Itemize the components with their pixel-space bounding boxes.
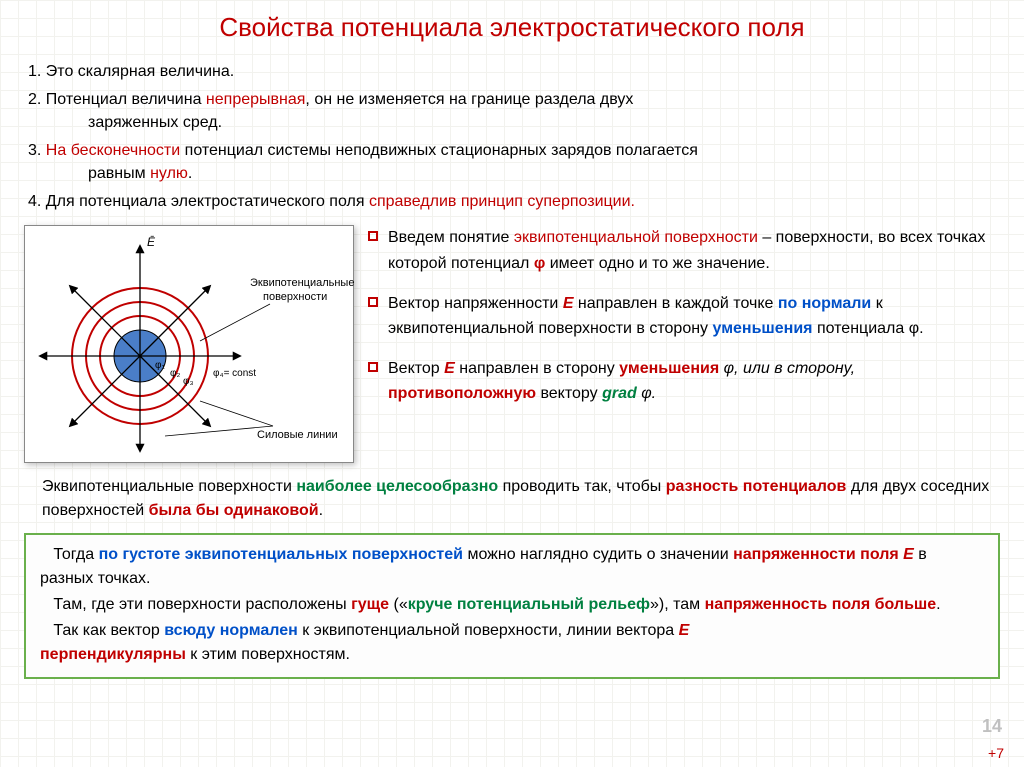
svg-text:φ₃: φ₃ [183,376,194,387]
page-number: 14 [982,716,1002,737]
properties-list: 1. Это скалярная величина. 2. Потенциал … [24,61,1000,213]
svg-text:φ₄= const: φ₄= const [213,368,256,379]
equi-label: Эквипотенциальные [250,277,354,289]
svg-text:Силовые линии: Силовые линии [257,429,338,441]
svg-text:поверхности: поверхности [263,291,327,303]
list-item-3: 3. На бесконечности потенциал системы не… [24,140,1000,185]
bullet-3: Вектор E направлен в сторону уменьшения … [368,356,1000,407]
bullet-icon [368,297,378,307]
summary-para: Эквипотенциальные поверхности наиболее ц… [24,475,1000,523]
svg-text:φ₂: φ₂ [170,368,180,379]
list-item-2: 2. Потенциал величина непрерывная, он не… [24,89,1000,134]
footer-mark: +7 [988,745,1004,761]
equipotential-figure: Ē Эквипотенциальные поверхности φ₁ φ₂ φ₃… [24,225,354,463]
bullet-list: Введем понятие эквипотенциальной поверхн… [368,225,1000,463]
e-label: Ē [147,235,156,249]
conclusion-box: Тогда по густоте эквипотенциальных повер… [24,533,1000,679]
mid-row: Ē Эквипотенциальные поверхности φ₁ φ₂ φ₃… [24,225,1000,463]
bullet-2: Вектор напряженности E направлен в каждо… [368,291,1000,342]
bullet-icon [368,362,378,372]
list-item-1: 1. Это скалярная величина. [24,61,1000,83]
svg-text:φ₁: φ₁ [155,360,165,371]
bullet-1: Введем понятие эквипотенциальной поверхн… [368,225,1000,276]
bullet-icon [368,231,378,241]
page-title: Свойства потенциала электростатического … [24,12,1000,43]
list-item-4: 4. Для потенциала электростатического по… [24,191,1000,213]
